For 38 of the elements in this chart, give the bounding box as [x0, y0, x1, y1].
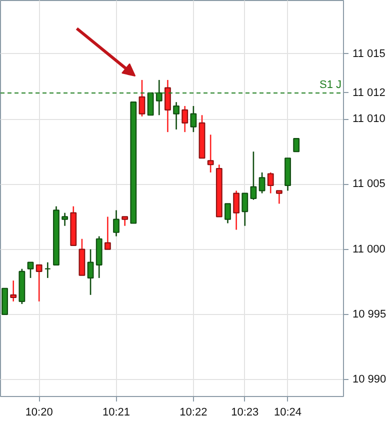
candlestick: [293, 138, 300, 152]
y-tick-label: 11 012: [352, 86, 386, 99]
y-tick-label: 11 010: [352, 113, 386, 126]
candlestick: [164, 79, 171, 133]
y-tick-label: 11 000: [352, 243, 386, 256]
candlestick: [44, 262, 51, 279]
y-tick-label: 10 995: [352, 308, 386, 320]
candlestick: [276, 190, 282, 204]
x-tick-label: 10:20: [25, 406, 53, 418]
candlestick: [233, 190, 240, 230]
candlestick: [224, 203, 231, 224]
candlestick: [147, 92, 154, 116]
candlestick: [62, 212, 68, 227]
candlestick: [156, 79, 162, 116]
candlestick: [207, 134, 214, 174]
x-tick-label: 10:22: [180, 406, 208, 418]
x-tick-label: 10:23: [231, 406, 259, 418]
x-tick-label: 10:24: [274, 406, 302, 418]
candlestick: [87, 248, 94, 296]
candlestick: [190, 105, 197, 133]
y-tick-label: 11 005: [352, 178, 386, 190]
candlestick: [138, 79, 146, 118]
ref-line-label: S1 J: [319, 78, 342, 91]
y-tick-label: 10 990: [352, 374, 386, 386]
candlestick: [36, 264, 42, 302]
candlestick: [182, 105, 188, 133]
candlestick: [27, 262, 34, 279]
x-tick-label: 10:21: [102, 406, 130, 418]
candlestick: [104, 216, 111, 250]
candlestick: [122, 216, 128, 227]
candlestick: [113, 210, 120, 237]
y-tick-label: 11 015: [352, 48, 386, 60]
candlestick: [10, 280, 17, 302]
candlestick: [258, 172, 266, 194]
candlestick: [173, 101, 180, 130]
candlestick: [267, 172, 274, 194]
candlestick: [250, 150, 257, 200]
candlestick: [242, 192, 248, 227]
